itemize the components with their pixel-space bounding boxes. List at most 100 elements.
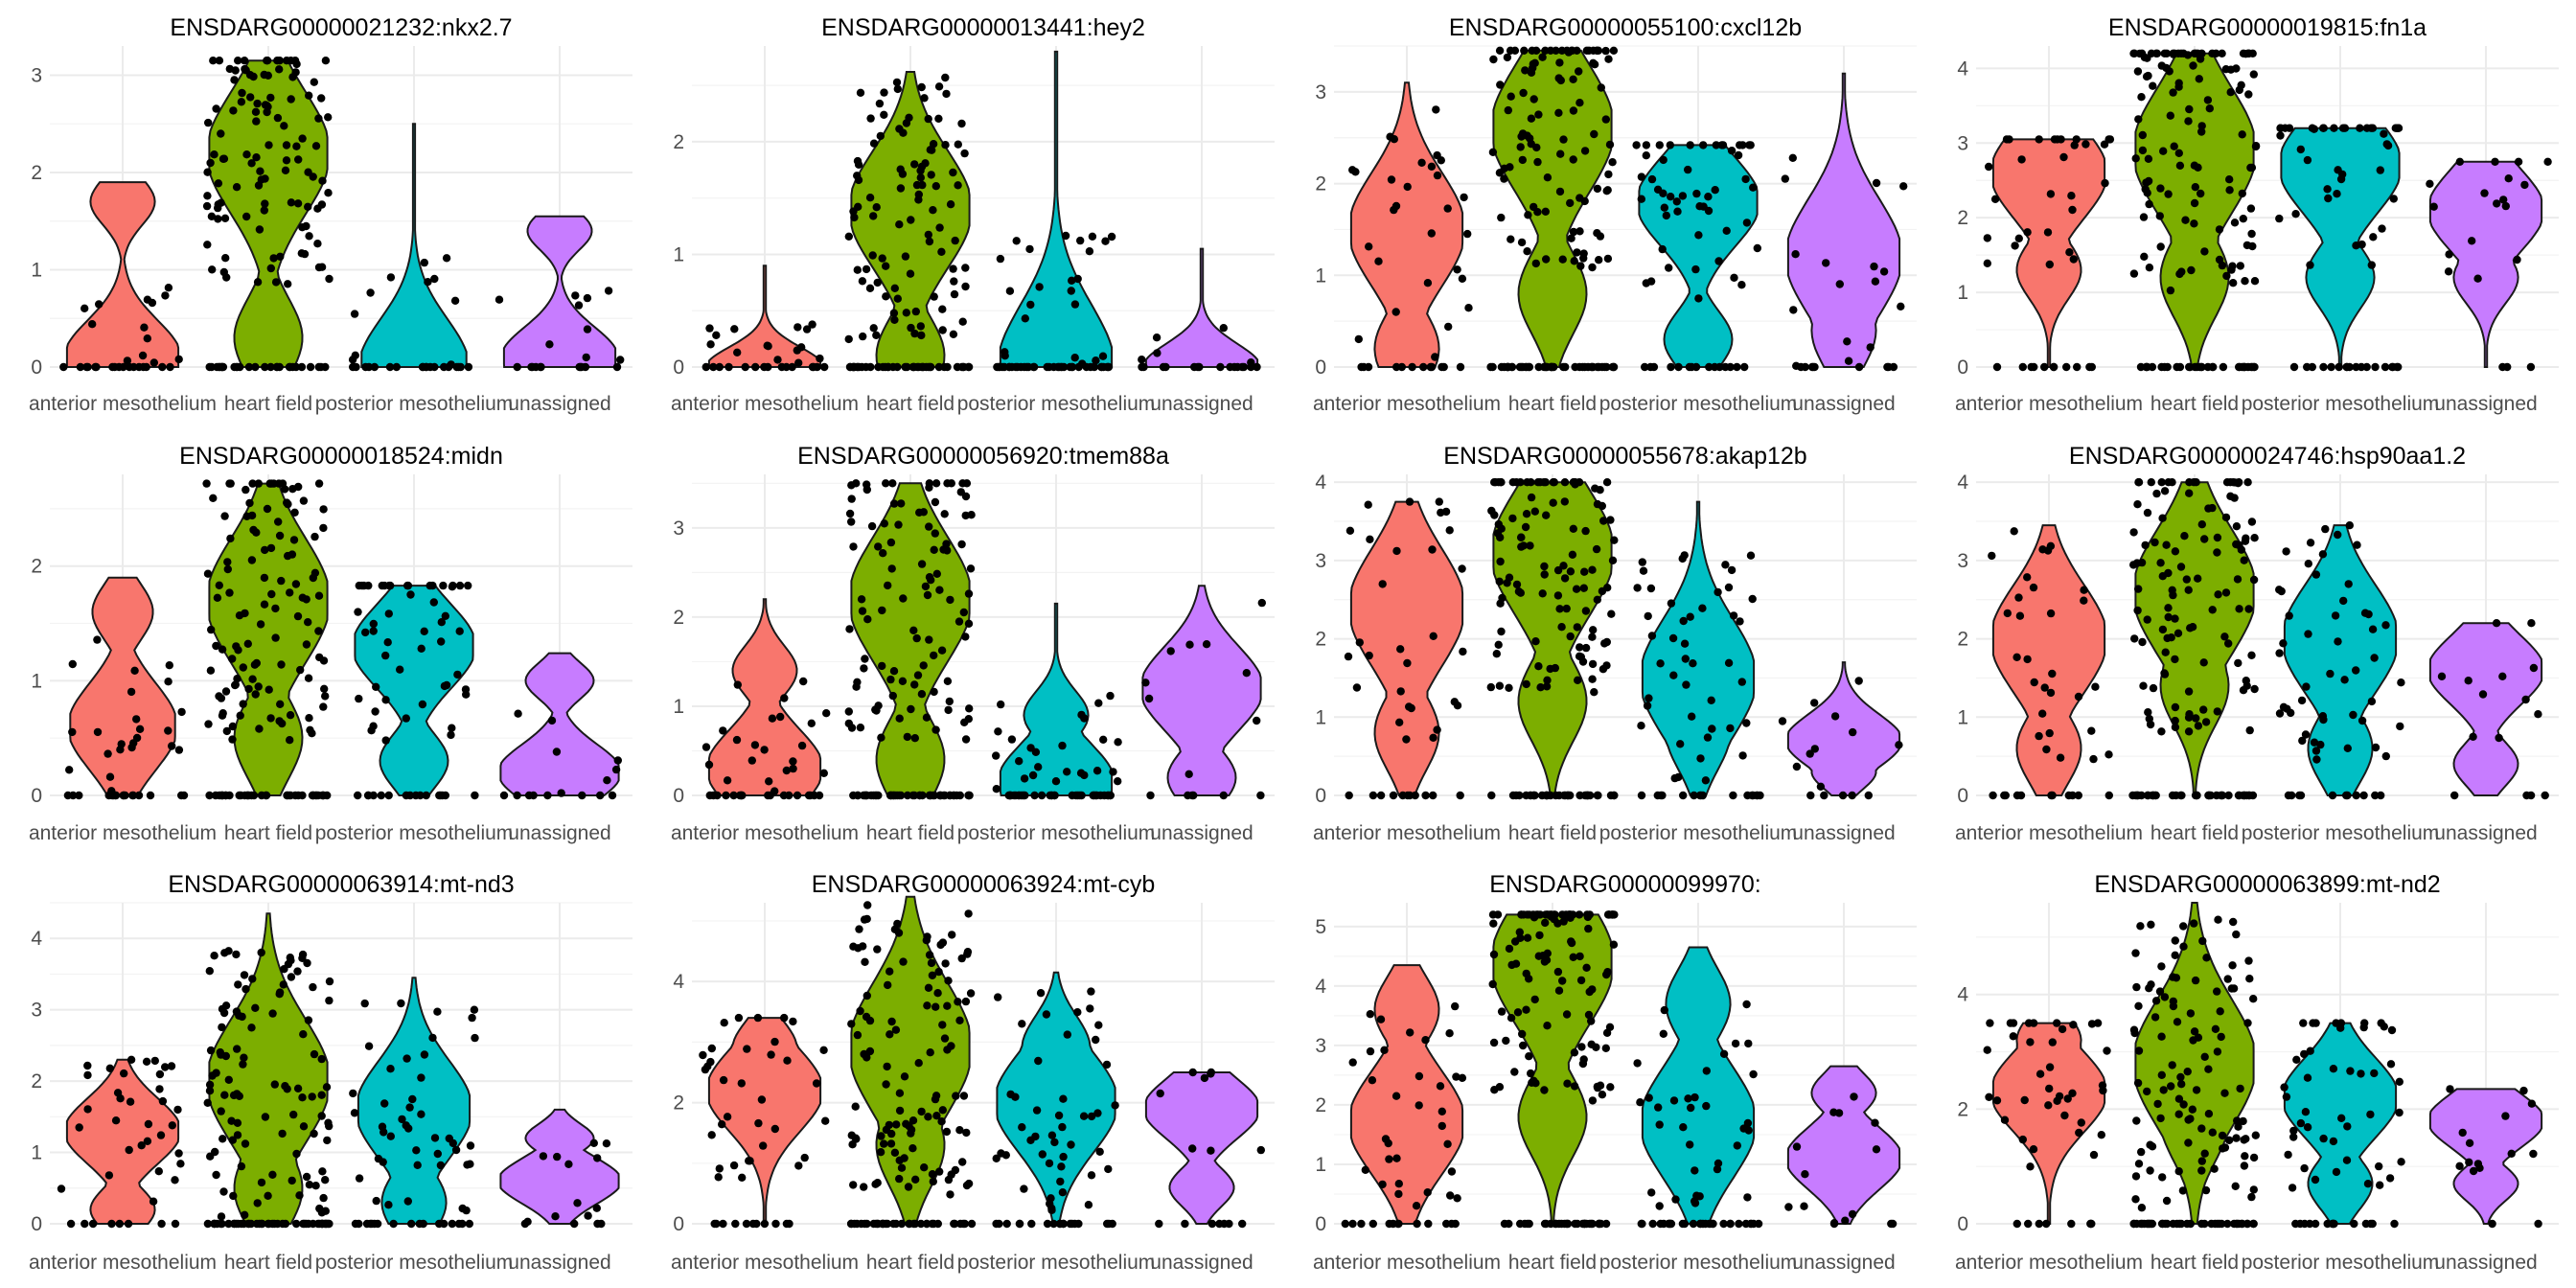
data-point	[920, 94, 929, 103]
data-point	[315, 1219, 324, 1229]
data-point	[2197, 49, 2206, 58]
data-point	[223, 558, 232, 566]
data-point	[174, 1149, 183, 1158]
data-point	[2221, 588, 2231, 597]
data-point	[996, 254, 1005, 264]
data-point	[1453, 702, 1462, 710]
data-point	[1588, 263, 1597, 272]
data-point	[2171, 614, 2179, 623]
data-point	[174, 355, 183, 364]
data-point	[2190, 478, 2198, 487]
data-point	[309, 982, 317, 992]
data-point	[1655, 1120, 1664, 1129]
data-point	[1685, 362, 1694, 372]
data-point	[278, 479, 288, 488]
data-point	[125, 362, 134, 372]
data-point	[895, 714, 904, 723]
data-point	[962, 1181, 972, 1190]
data-point	[894, 929, 904, 937]
data-point	[1560, 478, 1570, 487]
data-point	[1607, 610, 1616, 618]
data-point	[2169, 590, 2177, 600]
y-tick-label: 2	[1315, 629, 1326, 651]
data-point	[2282, 547, 2290, 556]
data-point	[1601, 46, 1610, 56]
data-point	[312, 791, 321, 800]
y-tick-label: 0	[1315, 785, 1326, 807]
data-point	[1879, 267, 1889, 276]
data-point	[1569, 227, 1578, 237]
data-point	[448, 1219, 456, 1229]
data-point	[105, 1064, 115, 1073]
data-point	[1027, 1219, 1036, 1229]
data-point	[2160, 669, 2169, 678]
data-point	[1682, 680, 1690, 689]
data-point	[2201, 1185, 2211, 1195]
data-point	[2162, 1196, 2172, 1206]
data-point	[2169, 88, 2177, 97]
data-point	[349, 362, 357, 372]
data-point	[1421, 1036, 1430, 1045]
data-point	[1992, 1096, 2002, 1105]
data-point	[1602, 362, 1611, 372]
data-point	[2378, 224, 2386, 233]
data-point	[1437, 508, 1445, 518]
data-point	[1523, 933, 1532, 942]
data-point	[953, 791, 961, 800]
data-point	[126, 1055, 136, 1065]
data-point	[1141, 678, 1150, 687]
data-point	[1541, 918, 1550, 928]
data-point	[1870, 262, 1878, 271]
data-point	[319, 702, 328, 711]
data-point	[1684, 165, 1692, 174]
data-point	[2233, 1116, 2242, 1125]
data-point	[2194, 1033, 2203, 1042]
data-point	[2251, 1131, 2260, 1139]
data-point	[1695, 202, 1704, 211]
data-point	[2334, 166, 2342, 174]
data-point	[1047, 1131, 1057, 1139]
data-point	[203, 1098, 212, 1108]
data-point	[997, 700, 1005, 709]
data-point	[222, 726, 231, 736]
data-point	[2275, 649, 2284, 657]
data-point	[2311, 1175, 2320, 1184]
data-point	[246, 93, 255, 102]
data-point	[277, 576, 286, 586]
violin-heart-field	[2134, 902, 2255, 1225]
data-point	[794, 1162, 803, 1170]
data-point	[322, 1083, 332, 1092]
data-point	[171, 1219, 180, 1229]
violin-unassigned	[1144, 1071, 1259, 1225]
data-point	[1658, 244, 1667, 254]
data-point	[2048, 1038, 2057, 1046]
data-point	[2016, 791, 2026, 800]
data-point	[1417, 158, 1426, 167]
data-point	[1579, 1055, 1588, 1064]
data-point	[2046, 609, 2056, 618]
data-point	[1639, 566, 1648, 575]
data-point	[1547, 362, 1556, 372]
data-point	[260, 600, 269, 609]
violin-anterior-mesothelium	[707, 598, 822, 796]
data-point	[208, 1071, 217, 1080]
data-point	[2236, 262, 2244, 270]
data-point	[1524, 211, 1532, 219]
data-point	[964, 589, 974, 598]
data-point	[2157, 362, 2166, 372]
data-point	[2393, 362, 2402, 372]
data-point	[705, 324, 714, 333]
data-point	[2217, 1032, 2225, 1042]
data-point	[1707, 696, 1715, 704]
data-point	[573, 1199, 582, 1208]
data-point	[295, 1191, 304, 1200]
data-point	[890, 315, 899, 324]
data-point	[1712, 141, 1721, 150]
data-point	[2247, 163, 2257, 172]
data-point	[441, 611, 449, 620]
data-point	[895, 220, 904, 229]
data-point	[920, 1163, 929, 1172]
y-tick-label: 3	[1315, 81, 1326, 104]
data-point	[1500, 1219, 1509, 1229]
data-point	[893, 294, 902, 303]
